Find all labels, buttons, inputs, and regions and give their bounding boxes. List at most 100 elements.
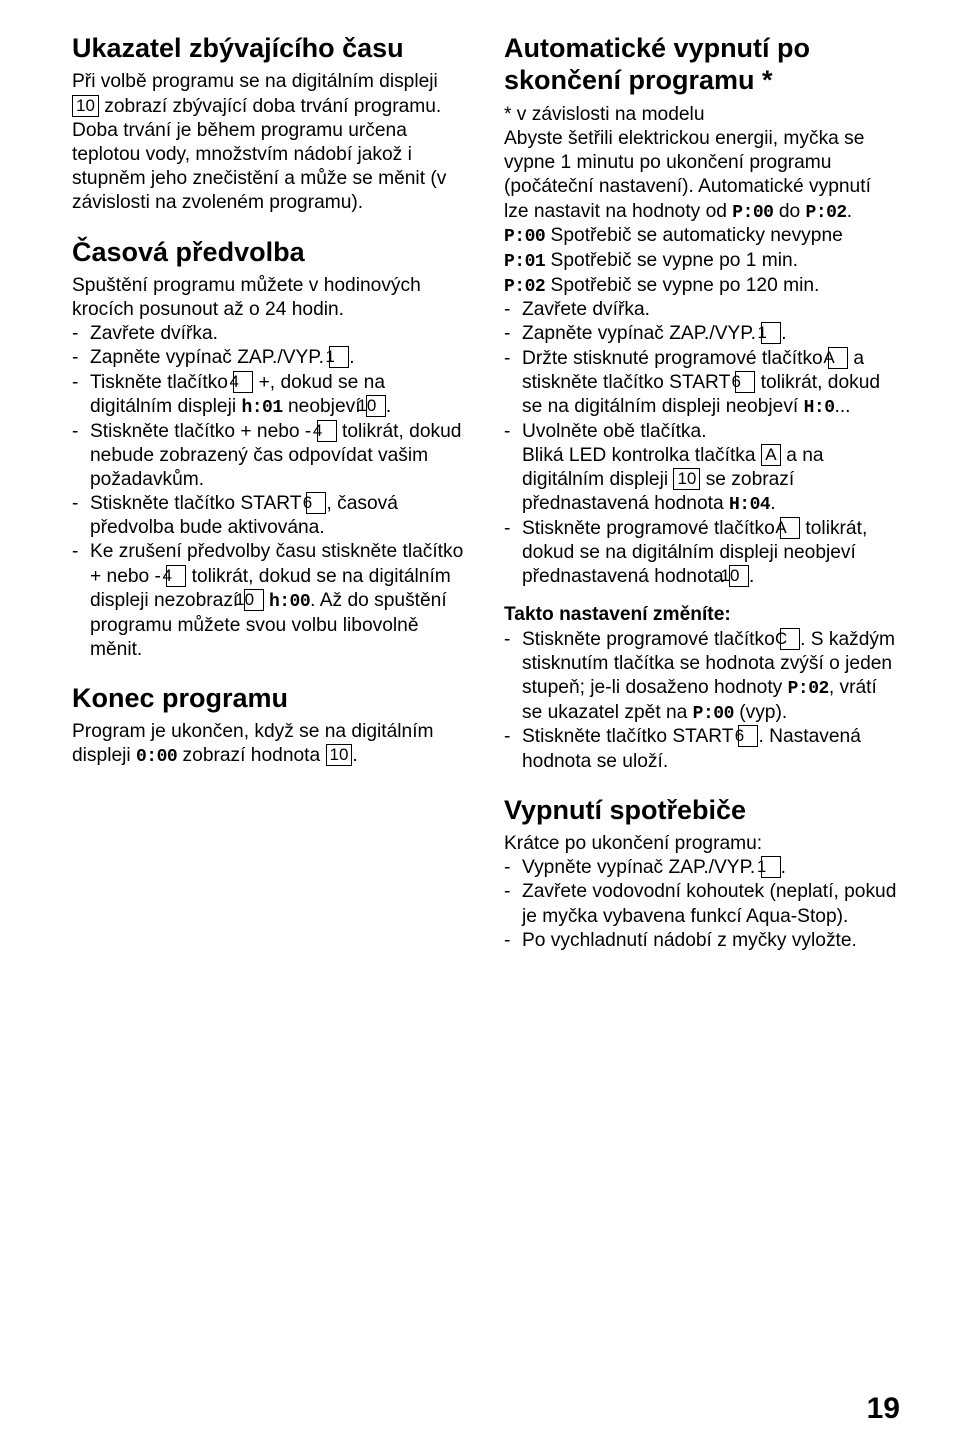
text: Stiskněte programové tlačítko (522, 629, 780, 650)
list-change-settings: Stiskněte programové tlačítko C. S každý… (504, 628, 900, 774)
list-item: Vypněte vypínač ZAP./VYP. 1. (504, 856, 900, 880)
heading-auto-off: Automatické vypnutí po skončení programu… (504, 32, 900, 97)
list-item-cont: Bliká LED kontrolka tlačítka A a na digi… (504, 444, 900, 517)
box-1: 1 (329, 346, 349, 368)
text: neobjeví (283, 396, 366, 417)
text: . (349, 347, 354, 368)
list-item: Stiskněte programové tlačítko C. S každý… (504, 628, 900, 726)
text: . (781, 323, 786, 344)
seg-P00: P:00 (732, 203, 773, 223)
text: Stiskněte tlačítko + nebo - (90, 421, 317, 442)
box-A: A (761, 444, 781, 466)
list-item: Zavřete vodovodní kohoutek (neplatí, pok… (504, 880, 900, 928)
text: Zapněte vypínač ZAP./VYP. (90, 347, 329, 368)
heading-time-preset: Časová předvolba (72, 236, 468, 268)
box-A: A (780, 517, 800, 539)
seg-H0: H:0 (804, 398, 835, 418)
heading-remaining-time: Ukazatel zbývajícího času (72, 32, 468, 64)
box-1: 1 (761, 322, 781, 344)
text: Stiskněte tlačítko START (90, 493, 306, 514)
box-10: 10 (673, 468, 700, 490)
box-10: 10 (72, 95, 99, 117)
seg-P02: P:02 (788, 679, 829, 699)
text: Držte stisknuté programové tlačítko (522, 348, 828, 369)
text: . (386, 396, 391, 417)
para-end-program: Program je ukončen, když se na digitální… (72, 720, 468, 769)
box-1: 1 (761, 856, 781, 878)
text: . (781, 857, 786, 878)
seg-P02: P:02 (806, 203, 847, 223)
text: * v závislosti na modelu (504, 104, 705, 125)
text: . (770, 493, 775, 514)
list-item: Držte stisknuté programové tlačítko A a … (504, 347, 900, 420)
text: Spotřebič se vypne po 1 min. (545, 250, 798, 271)
list-item: Po vychladnutí nádobí z myčky vyložte. (504, 929, 900, 953)
list-turn-off: Vypněte vypínač ZAP./VYP. 1. Zavřete vod… (504, 856, 900, 953)
seg-H04: H:04 (729, 495, 770, 515)
box-4: 4 (166, 565, 186, 587)
list-item: Uvolněte obě tlačítka. (504, 420, 900, 444)
text: Vypněte vypínač ZAP./VYP. (522, 857, 761, 878)
para-remaining-time: Při volbě programu se na digitálním disp… (72, 70, 468, 215)
box-C: C (780, 628, 800, 650)
text: Po vychladnutí nádobí z myčky vyložte. (522, 930, 857, 951)
text: Spotřebič se vypne po 120 min. (545, 275, 819, 296)
list-item: Zavřete dvířka. (504, 298, 900, 322)
list-auto-off: Zavřete dvířka. Zapněte vypínač ZAP./VYP… (504, 298, 900, 589)
list-item: Stiskněte tlačítko + nebo - 4 tolikrát, … (72, 420, 468, 493)
list-item: Zavřete dvířka. (72, 322, 468, 346)
text: do (774, 201, 806, 222)
box-6: 6 (735, 371, 755, 393)
columns: Ukazatel zbývajícího času Při volbě prog… (72, 28, 900, 953)
box-10: 10 (729, 565, 749, 587)
text: . (847, 201, 852, 222)
seg-P02: P:02 (504, 277, 545, 297)
para-turn-off: Krátce po ukončení programu: (504, 832, 900, 856)
seg-000: 0:00 (136, 747, 177, 767)
page-number: 19 (867, 1392, 900, 1426)
para-change-settings: Takto nastavení změníte: (504, 603, 900, 627)
box-10: 10 (244, 589, 264, 611)
text: Zavřete dvířka. (90, 323, 218, 344)
text: Při volbě programu se na digitálním disp… (72, 71, 438, 92)
left-column: Ukazatel zbývajícího času Při volbě prog… (72, 28, 468, 953)
box-4: 4 (233, 371, 253, 393)
para-modes: P:00 Spotřebič se automaticky nevypne P:… (504, 224, 900, 298)
spacer (504, 589, 900, 603)
seg-P00: P:00 (693, 704, 734, 724)
heading-end-program: Konec programu (72, 682, 468, 714)
text: Spotřebič se automaticky nevypne (545, 225, 843, 246)
text: Stiskněte tlačítko START (522, 726, 738, 747)
seg-P01: P:01 (504, 252, 545, 272)
list-item: Stiskněte tlačítko START 6, časová předv… (72, 492, 468, 540)
list-item: Stiskněte tlačítko START 6. Nastavená ho… (504, 725, 900, 773)
text: Bliká LED kontrolka tlačítka (522, 445, 761, 466)
box-6: 6 (306, 492, 326, 514)
para-auto-off: * v závislosti na modelu Abyste šetřili … (504, 103, 900, 224)
seg-h01: h:01 (241, 398, 282, 418)
right-column: Automatické vypnutí po skončení programu… (504, 28, 900, 953)
text: Stiskněte programové tlačítko (522, 518, 780, 539)
box-10: 10 (326, 744, 353, 766)
text: Zavřete dvířka. (522, 299, 650, 320)
list-time-preset: Zavřete dvířka. Zapněte vypínač ZAP./VYP… (72, 322, 468, 662)
para-time-preset: Spuštění programu můžete v hodinových kr… (72, 274, 468, 322)
text: Uvolněte obě tlačítka. (522, 421, 707, 442)
list-item: Ke zrušení předvolby času stiskněte tlač… (72, 540, 468, 661)
heading-turn-off: Vypnutí spotřebiče (504, 794, 900, 826)
text: Zavřete vodovodní kohoutek (neplatí, pok… (522, 881, 896, 926)
list-item: Tiskněte tlačítko 4 +, dokud se na digit… (72, 371, 468, 420)
list-item: Zapněte vypínač ZAP./VYP. 1. (72, 346, 468, 370)
seg-h00: h:00 (269, 592, 310, 612)
box-6: 6 (738, 725, 758, 747)
text: Zapněte vypínač ZAP./VYP. (522, 323, 761, 344)
seg-P00: P:00 (504, 227, 545, 247)
list-item: Stiskněte programové tlačítko A tolikrát… (504, 517, 900, 590)
text: zobrazí hodnota (177, 745, 325, 766)
box-4: 4 (317, 420, 337, 442)
text: zobrazí zbývající doba trvání programu. … (72, 96, 446, 214)
text: . (352, 745, 357, 766)
list-item: Zapněte vypínač ZAP./VYP. 1. (504, 322, 900, 346)
text: Tiskněte tlačítko (90, 372, 233, 393)
box-10: 10 (366, 395, 386, 417)
